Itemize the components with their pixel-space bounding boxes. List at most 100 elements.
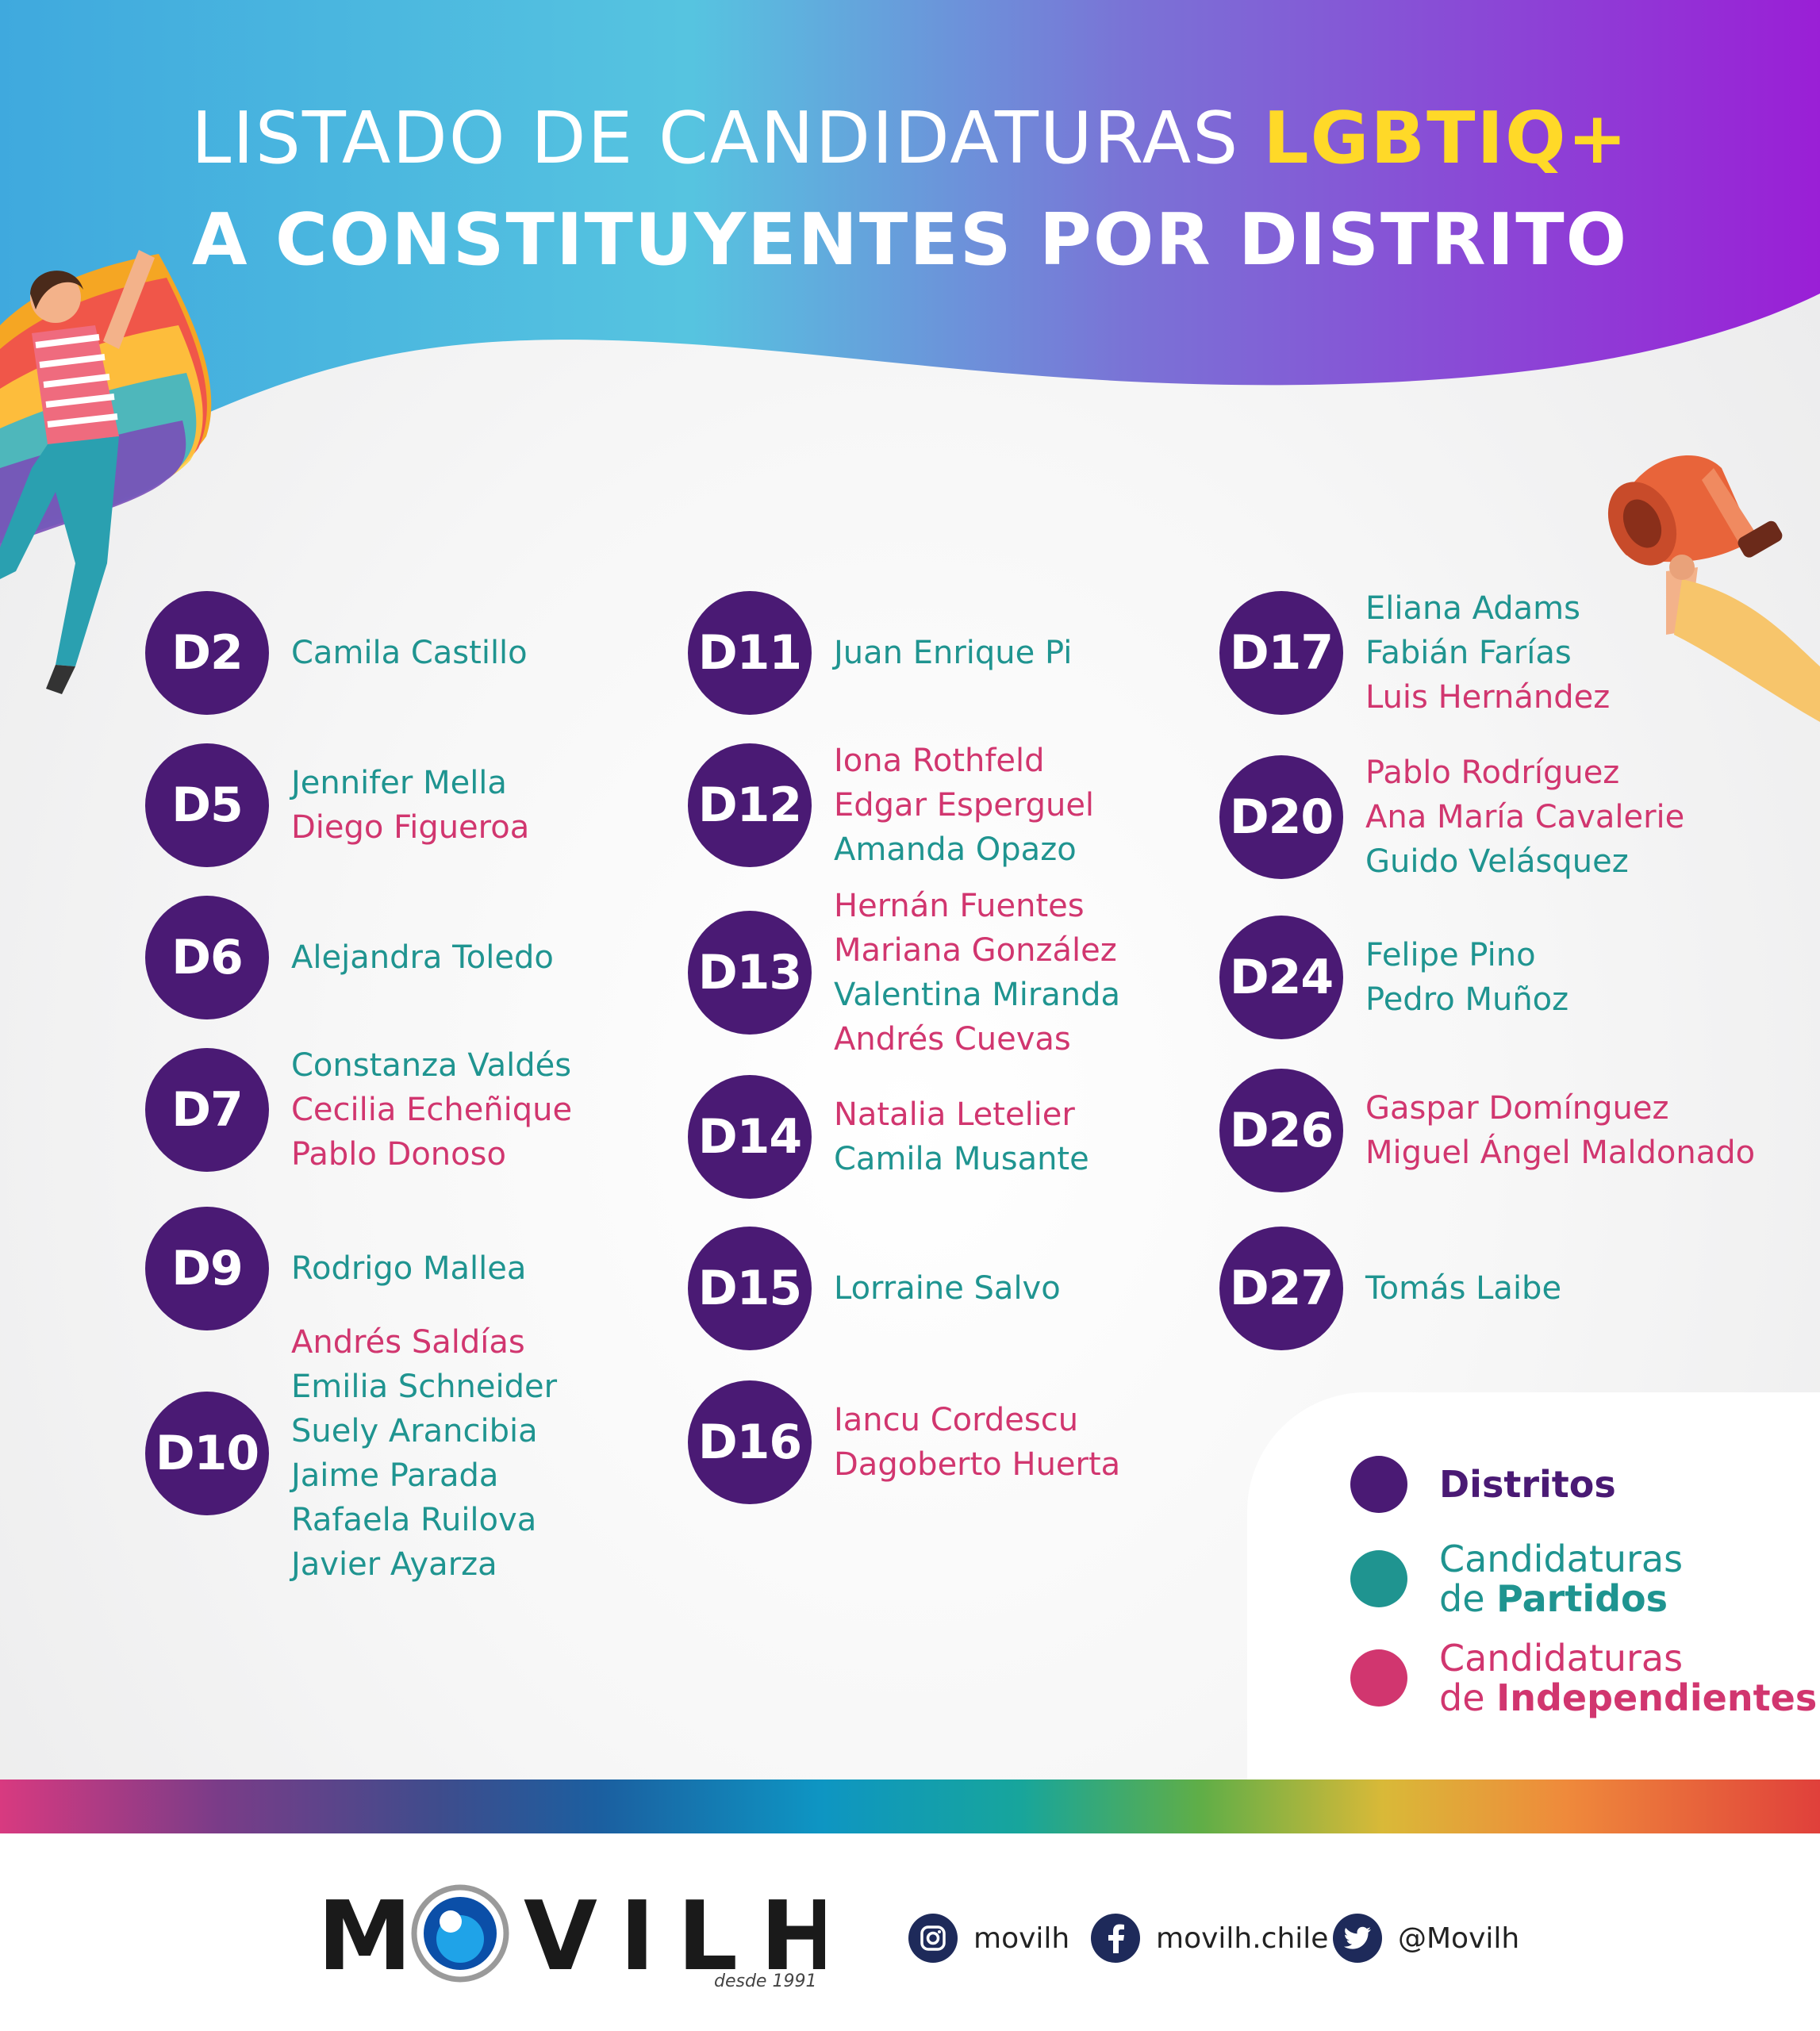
page-title-line-1: LISTADO DE CANDIDATURAS LGBTIQ+ — [0, 97, 1820, 180]
candidate-name: Natalia Letelier — [834, 1096, 1075, 1133]
legend-label-independientes: Candidaturas de Independientes — [1439, 1638, 1817, 1718]
megaphone-illustration — [1607, 455, 1820, 722]
candidate-list: Felipe Pino Pedro Muñoz — [1365, 933, 1569, 1022]
candidate-name: Emilia Schneider — [291, 1369, 558, 1405]
instagram-icon — [908, 1914, 958, 1963]
movilh-logo: M VILH — [317, 1882, 825, 1985]
district-d15: D15 Lorraine Salvo — [688, 1227, 1061, 1350]
candidate-name: Alejandra Toledo — [291, 939, 554, 976]
legend-item-partidos: Candidaturas de Partidos — [1350, 1539, 1683, 1618]
legend-label-partidos: Candidaturas de Partidos — [1439, 1539, 1683, 1618]
candidate-name: Edgar Esperguel — [834, 787, 1095, 824]
candidate-name: Diego Figueroa — [291, 809, 530, 846]
candidate-list: Alejandra Toledo — [291, 935, 554, 980]
candidate-name: Camila Castillo — [291, 635, 528, 671]
header-background — [0, 0, 1820, 433]
candidate-name: Pedro Muñoz — [1365, 981, 1569, 1018]
district-d27: D27 Tomás Laibe — [1219, 1227, 1561, 1350]
district-d11: D11 Juan Enrique Pi — [688, 591, 1072, 715]
candidate-name: Eliana Adams — [1365, 590, 1580, 627]
candidate-name: Dagoberto Huerta — [834, 1446, 1121, 1483]
district-badge: D15 — [688, 1227, 812, 1350]
candidate-name: Jennifer Mella — [291, 765, 507, 801]
candidate-list: Natalia Letelier Camila Musante — [834, 1092, 1089, 1181]
candidate-list: Camila Castillo — [291, 631, 528, 675]
candidate-name: Miguel Ángel Maldonado — [1365, 1135, 1756, 1171]
logo-letters-vilh: VILH — [524, 1882, 825, 1985]
candidate-name: Amanda Opazo — [834, 831, 1077, 868]
legend-independientes-line1: Candidaturas — [1439, 1637, 1684, 1680]
district-d7: D7 Constanza Valdés Cecilia Echeñique Pablo… — [145, 1043, 572, 1177]
candidate-name: Andrés Cuevas — [834, 1021, 1071, 1058]
district-d24: D24 Felipe Pino Pedro Muñoz — [1219, 916, 1569, 1039]
legend-item-distritos: Distritos — [1350, 1456, 1616, 1513]
legend-dot-distritos — [1350, 1456, 1407, 1513]
candidate-list: Iona Rothfeld Edgar Esperguel Amanda Opazo — [834, 739, 1094, 872]
district-badge: D6 — [145, 896, 269, 1019]
district-d9: D9 Rodrigo Mallea — [145, 1207, 526, 1330]
instagram-handle: movilh — [973, 1922, 1070, 1955]
candidate-list: Jennifer Mella Diego Figueroa — [291, 761, 529, 850]
candidate-name: Guido Velásquez — [1365, 843, 1629, 880]
legend-partidos-prefix: de — [1439, 1577, 1485, 1620]
district-badge: D11 — [688, 591, 812, 715]
candidate-name: Juan Enrique Pi — [834, 635, 1073, 671]
twitter-link[interactable]: @Movilh — [1333, 1914, 1519, 1963]
candidate-name: Andrés Saldías — [291, 1324, 525, 1361]
district-badge: D20 — [1219, 755, 1343, 879]
district-d14: D14 Natalia Letelier Camila Musante — [688, 1075, 1089, 1199]
candidate-name: Pablo Donoso — [291, 1136, 506, 1173]
candidate-list: Andrés Saldías Emilia Schneider Suely Aran… — [291, 1320, 557, 1587]
district-badge: D16 — [688, 1380, 812, 1504]
legend-item-independientes: Candidaturas de Independientes — [1350, 1638, 1817, 1718]
logo-since: desde 1991 — [714, 1971, 817, 1991]
candidate-name: Pablo Rodríguez — [1365, 754, 1620, 791]
facebook-icon — [1091, 1914, 1140, 1963]
district-badge: D26 — [1219, 1069, 1343, 1192]
candidate-name: Ana María Cavalerie — [1365, 799, 1685, 835]
district-d13: D13 Hernán Fuentes Mariana González Valenti… — [688, 884, 1120, 1062]
facebook-link[interactable]: movilh.chile — [1091, 1914, 1328, 1963]
district-d20: D20 Pablo Rodríguez Ana María Cavalerie Gui… — [1219, 751, 1684, 884]
legend-independientes-bold: Independientes — [1496, 1676, 1818, 1719]
candidate-name: Gaspar Domínguez — [1365, 1090, 1669, 1127]
district-badge: D27 — [1219, 1227, 1343, 1350]
district-badge: D14 — [688, 1075, 812, 1199]
twitter-handle: @Movilh — [1398, 1922, 1520, 1955]
district-d6: D6 Alejandra Toledo — [145, 896, 554, 1019]
legend-label-distritos: Distritos — [1439, 1463, 1616, 1506]
district-d16: D16 Iancu Cordescu Dagoberto Huerta — [688, 1380, 1120, 1504]
district-d10: D10 Andrés Saldías Emilia Schneider Suely A… — [145, 1320, 557, 1587]
candidate-name: Valentina Miranda — [834, 977, 1121, 1013]
person-with-flag-illustration — [0, 250, 212, 694]
candidate-name: Iona Rothfeld — [834, 743, 1045, 779]
candidate-name: Camila Musante — [834, 1141, 1089, 1177]
legend-dot-independientes — [1350, 1649, 1407, 1707]
legend-independientes-line2: de Independientes — [1439, 1678, 1817, 1718]
candidate-name: Hernán Fuentes — [834, 888, 1085, 924]
district-badge: D7 — [145, 1048, 269, 1172]
candidate-name: Rodrigo Mallea — [291, 1250, 527, 1287]
twitter-icon — [1333, 1914, 1382, 1963]
candidate-list: Juan Enrique Pi — [834, 631, 1072, 675]
district-badge: D13 — [688, 911, 812, 1035]
legend-panel: Distritos Candidaturas de Partidos Candi… — [1247, 1392, 1820, 1781]
candidate-name: Cecilia Echeñique — [291, 1092, 573, 1128]
candidate-list: Eliana Adams Fabián Farías Luis Hernández — [1365, 586, 1610, 720]
page-title-line-2: A CONSTITUYENTES POR DISTRITO — [191, 198, 1629, 282]
candidate-list: Tomás Laibe — [1365, 1266, 1561, 1311]
instagram-link[interactable]: movilh — [908, 1914, 1069, 1963]
candidate-list: Gaspar Domínguez Miguel Ángel Maldonado — [1365, 1086, 1755, 1175]
district-badge: D9 — [145, 1207, 269, 1330]
district-badge: D2 — [145, 591, 269, 715]
candidate-name: Rafaela Ruilova — [291, 1502, 537, 1538]
candidate-list: Pablo Rodríguez Ana María Cavalerie Guido … — [1365, 751, 1684, 884]
district-d26: D26 Gaspar Domínguez Miguel Ángel Maldonad… — [1219, 1069, 1755, 1192]
title-accent: LGBTIQ+ — [1263, 97, 1629, 180]
candidate-name: Lorraine Salvo — [834, 1270, 1061, 1307]
district-badge: D12 — [688, 743, 812, 867]
candidate-name: Tomás Laibe — [1365, 1270, 1562, 1307]
candidate-name: Constanza Valdés — [291, 1047, 572, 1084]
facebook-handle: movilh.chile — [1156, 1922, 1329, 1955]
candidate-name: Fabián Farías — [1365, 635, 1572, 671]
